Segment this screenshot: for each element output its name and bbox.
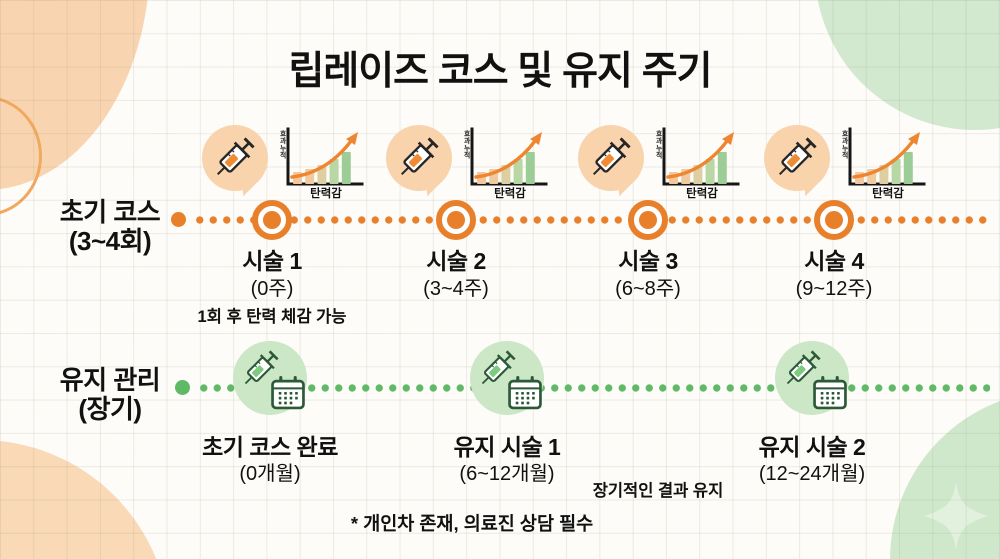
elasticity-mini-chart-4	[836, 126, 928, 200]
procedure-3-period: (6~8주)	[615, 278, 681, 300]
initial-timeline-start-dot	[171, 212, 186, 227]
disclaimer-footnote: * 개인차 존재, 의료진 상담 필수	[350, 513, 594, 534]
maintenance-row-label: 유지 관리 (장기)	[35, 365, 185, 425]
syringe-icon	[210, 135, 257, 182]
syringe-bubble-1	[202, 125, 268, 191]
trend-arrow-icon	[462, 127, 548, 200]
procedure-2-period: (3~4주)	[423, 278, 489, 300]
timeline-node-procedure-3	[628, 200, 668, 240]
maintenance-timeline	[197, 384, 990, 392]
elasticity-mini-chart-2	[458, 126, 550, 200]
syringe-bubble-2	[386, 125, 452, 191]
maintenance-node-2	[470, 341, 544, 415]
calendar-icon	[272, 377, 304, 408]
procedure-4-title: 시술 4	[804, 248, 864, 274]
elasticity-mini-chart-3	[650, 126, 742, 200]
maintenance-1-title: 초기 코스 완료	[202, 434, 338, 460]
elasticity-mini-chart-1	[274, 126, 366, 200]
page-title: 립레이즈 코스 및 유지 주기	[288, 50, 712, 93]
timeline-node-procedure-1	[252, 200, 292, 240]
sparkle-icon	[924, 482, 988, 550]
calendar-icon	[814, 377, 846, 408]
procedure-2-title: 시술 2	[426, 248, 486, 274]
maintenance-2-title: 유지 시술 1	[453, 434, 561, 460]
initial-course-label-line1: 초기 코스	[59, 197, 161, 227]
syringe-bubble-3	[578, 125, 644, 191]
timeline-node-procedure-2	[436, 200, 476, 240]
timeline-node-procedure-4	[814, 200, 854, 240]
procedure-1-period: (0주)	[250, 278, 294, 300]
maintenance-node-3	[775, 341, 849, 415]
syringe-icon	[394, 135, 441, 182]
initial-course-timeline	[193, 216, 990, 224]
initial-course-row-label: 초기 코스 (3~4회)	[35, 197, 185, 257]
syringe-icon	[586, 135, 633, 182]
syringe-icon	[772, 135, 819, 182]
maintenance-label-line2: (장기)	[78, 394, 142, 425]
maintenance-3-title: 유지 시술 2	[758, 434, 866, 460]
maintenance-3-period: (12~24개월)	[758, 463, 866, 485]
calendar-icon	[509, 377, 541, 408]
procedure-3-title: 시술 3	[618, 248, 678, 274]
syringe-bubble-4	[764, 125, 830, 191]
maintenance-node-1	[233, 341, 307, 415]
long-term-result-note: 장기적인 결과 유지	[592, 482, 724, 500]
initial-course-label-line2: (3~4회)	[68, 226, 152, 257]
trend-arrow-icon	[840, 127, 926, 200]
procedure-1-title: 시술 1	[242, 248, 302, 274]
procedure-1-note: 1회 후 탄력 체감 가능	[197, 308, 347, 326]
trend-arrow-icon	[654, 127, 740, 200]
maintenance-timeline-start-dot	[175, 380, 190, 395]
trend-arrow-icon	[278, 127, 364, 200]
maintenance-2-period: (6~12개월)	[459, 463, 555, 485]
maintenance-label-line1: 유지 관리	[59, 365, 161, 395]
procedure-4-period: (9~12주)	[795, 278, 873, 300]
maintenance-1-period: (0개월)	[239, 463, 301, 485]
